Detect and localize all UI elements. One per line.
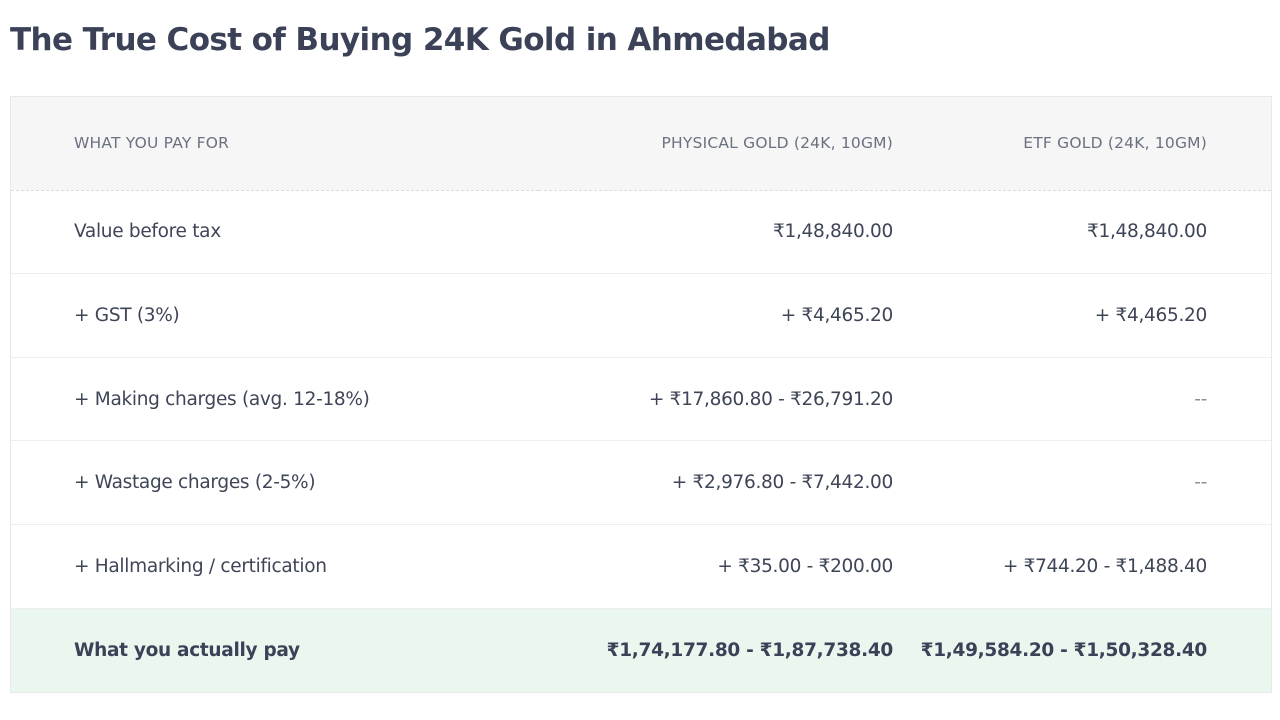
physical-gold-total: ₹1,74,177.80 - ₹1,87,738.40 (606, 639, 894, 661)
physical-gold-value: ₹1,48,840.00 (773, 221, 893, 243)
row-label: + Wastage charges (2-5%) (74, 472, 316, 494)
table-header-row: WHAT YOU PAY FOR PHYSICAL GOLD (24K, 10G… (11, 97, 1271, 191)
row-label: Value before tax (74, 221, 221, 243)
etf-gold-value: + ₹744.20 - ₹1,488.40 (1002, 555, 1207, 577)
physical-gold-value: + ₹2,976.80 - ₹7,442.00 (671, 472, 894, 494)
etf-gold-value: ₹1,48,840.00 (1087, 221, 1207, 243)
table-row: + Hallmarking / certification + ₹35.00 -… (11, 525, 1271, 609)
row-label: + Hallmarking / certification (74, 555, 327, 577)
page-title: The True Cost of Buying 24K Gold in Ahme… (10, 22, 830, 58)
etf-gold-value: -- (1194, 472, 1207, 494)
row-label: + Making charges (avg. 12-18%) (74, 388, 370, 410)
table-row: Value before tax ₹1,48,840.00 ₹1,48,840.… (11, 190, 1271, 274)
physical-gold-value: + ₹4,465.20 (780, 304, 894, 326)
physical-gold-value: + ₹17,860.80 - ₹26,791.20 (648, 388, 893, 410)
cost-comparison-table: WHAT YOU PAY FOR PHYSICAL GOLD (24K, 10G… (10, 96, 1272, 693)
table-row: + Wastage charges (2-5%) + ₹2,976.80 - ₹… (11, 441, 1271, 525)
cost-table: WHAT YOU PAY FOR PHYSICAL GOLD (24K, 10G… (11, 97, 1271, 692)
total-row: What you actually pay ₹1,74,177.80 - ₹1,… (11, 608, 1271, 692)
total-label: What you actually pay (74, 639, 300, 661)
etf-gold-value: + ₹4,465.20 (1094, 304, 1208, 326)
header-what-you-pay-for: WHAT YOU PAY FOR (11, 97, 539, 191)
row-label: + GST (3%) (74, 304, 180, 326)
header-physical-gold: PHYSICAL GOLD (24K, 10GM) (539, 97, 893, 191)
header-etf-gold: ETF GOLD (24K, 10GM) (893, 97, 1271, 191)
etf-gold-value: -- (1194, 388, 1207, 410)
table-row: + Making charges (avg. 12-18%) + ₹17,860… (11, 357, 1271, 441)
table-row: + GST (3%) + ₹4,465.20 + ₹4,465.20 (11, 274, 1271, 358)
etf-gold-total: ₹1,49,584.20 - ₹1,50,328.40 (920, 639, 1208, 661)
physical-gold-value: + ₹35.00 - ₹200.00 (717, 555, 893, 577)
